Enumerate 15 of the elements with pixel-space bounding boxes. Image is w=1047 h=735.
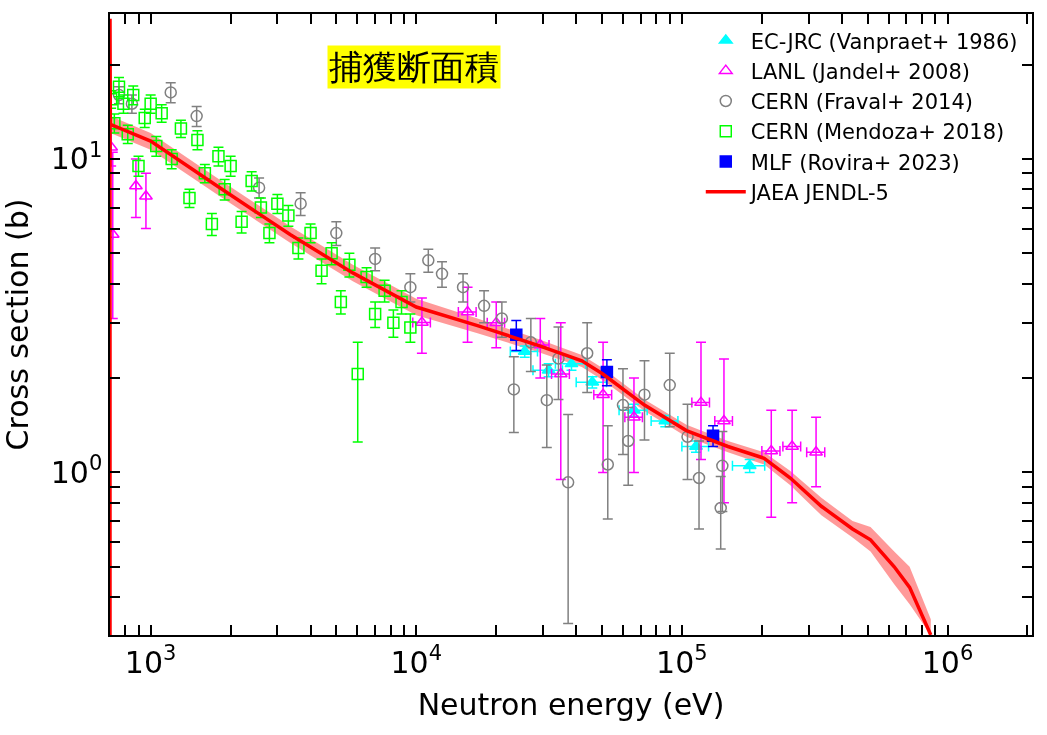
x-tick-label: 10$^{4}$ [390,641,443,680]
x-tick-label: 10$^{6}$ [921,641,974,680]
x-axis-title: Neutron energy (eV) [417,686,725,722]
x-tick-label: 10$^{5}$ [656,641,708,680]
y-axis-title: Cross section (b) [0,198,35,451]
y-tick-label: 10$^{0}$ [50,451,103,490]
legend-label: EC-JRC (Vanpraet+ 1986) [750,29,1018,54]
y-tick-label: 10$^{1}$ [50,137,103,177]
text: 捕獲断面積 [329,47,499,87]
legend-label: CERN (Fraval+ 2014) [750,90,973,115]
x-tick-label: 10$^{3}$ [124,641,177,680]
legend-label: MLF (Rovira+ 2023) [750,150,960,175]
legend-label: LANL (Jandel+ 2008) [750,59,970,84]
legend-label: CERN (Mendoza+ 2018) [750,120,1005,145]
legend-label: JAEA JENDL-5 [748,181,889,206]
